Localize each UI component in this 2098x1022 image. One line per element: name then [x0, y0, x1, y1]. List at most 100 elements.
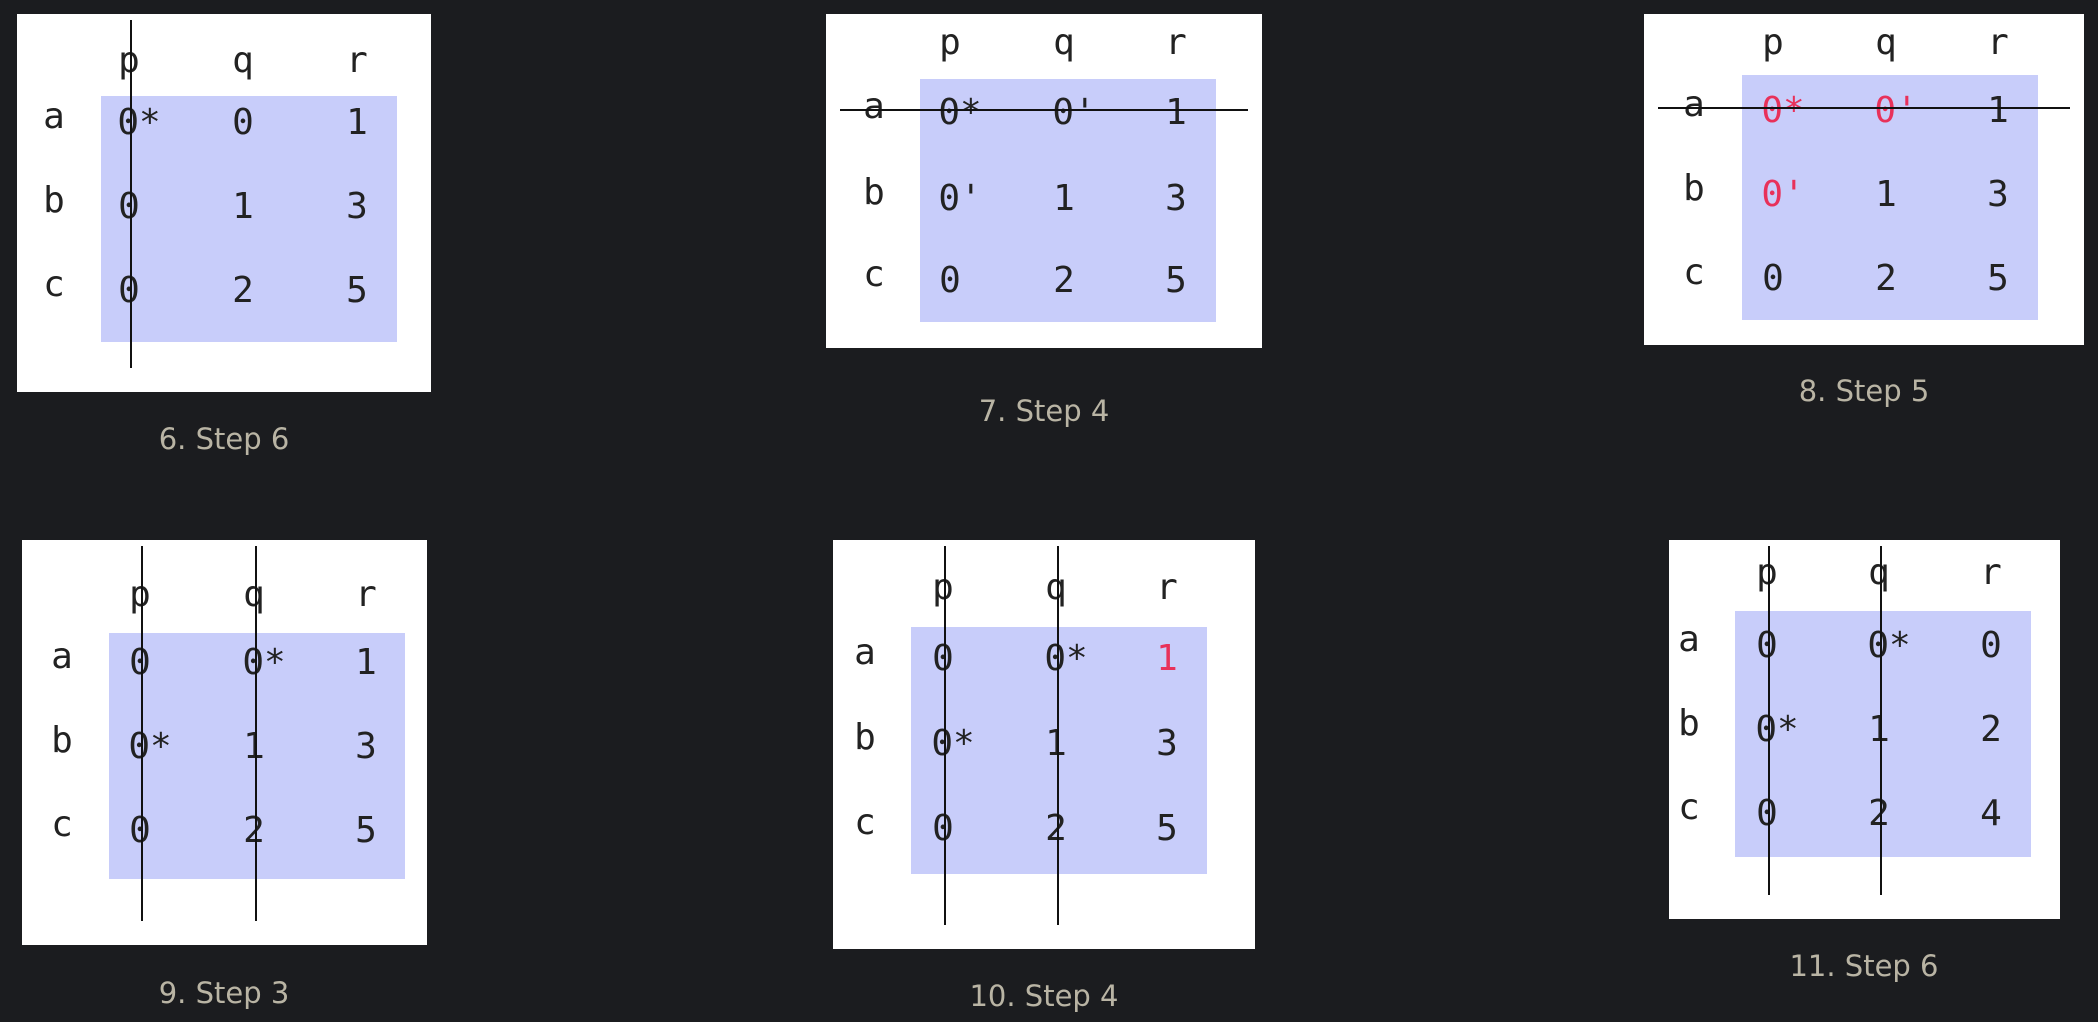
- row-header-b: b: [43, 180, 65, 221]
- row-header-a: a: [1683, 84, 1705, 125]
- matrix-background: [920, 79, 1216, 322]
- matrix-cell: 0: [939, 260, 961, 301]
- matrix-cell: 1: [346, 102, 368, 143]
- figure-caption: 8. Step 5: [1798, 374, 1930, 408]
- matrix-cell: 0*: [1761, 90, 1804, 131]
- row-header-b: b: [863, 172, 885, 213]
- column-header-r: r: [1980, 552, 2002, 593]
- column-header-p: p: [1762, 22, 1784, 63]
- column-header-q: q: [1868, 552, 1890, 593]
- column-header-r: r: [1156, 567, 1178, 608]
- matrix-cell: 2: [1045, 808, 1067, 849]
- matrix-cell: 2: [1053, 260, 1075, 301]
- figure-caption: 9. Step 3: [158, 976, 290, 1010]
- matrix-cell: 0': [1874, 90, 1917, 131]
- matrix-diagram: p q r a bc 0* 0' 1 0' 1 3 0 2 5: [840, 22, 1248, 322]
- matrix-cell: 4: [1980, 793, 2002, 834]
- matrix-cell: 1: [243, 726, 265, 767]
- matrix-cell: 0: [1762, 258, 1784, 299]
- matrix-cell: 0: [1980, 625, 2002, 666]
- matrix-cell: 0*: [931, 723, 974, 764]
- column-header-r: r: [1987, 22, 2009, 63]
- matrix-panel: p q r a b c 0 0* 0 0* 1 2 0 2 4: [1669, 540, 2060, 919]
- column-header-q: q: [232, 40, 254, 81]
- matrix-panel: p q r a b c 0* 0' 1 0' 1 3 0 2 5: [826, 14, 1262, 348]
- matrix-cell: 3: [1165, 178, 1187, 219]
- matrix-cell: 5: [1987, 258, 2009, 299]
- matrix-cell: 2: [1980, 709, 2002, 750]
- row-header-b: b: [854, 717, 876, 758]
- row-header-b: b: [51, 720, 73, 761]
- row-header-c: c: [854, 802, 876, 843]
- matrix-cell: 2: [243, 810, 265, 851]
- matrix-cell: 0*: [242, 642, 285, 683]
- matrix-cell: 0*: [1044, 638, 1087, 679]
- matrix-cell: 0*: [1867, 625, 1910, 666]
- matrix-cell: 0': [1761, 174, 1804, 215]
- matrix-diagram: p q r a b c 0 0* 1 0* 1 3 0 2 5: [854, 546, 1207, 925]
- column-header-p: p: [1756, 552, 1778, 593]
- matrix-cell: 3: [346, 186, 368, 227]
- matrix-cell: 1: [1053, 178, 1075, 219]
- matrix-cell: 0: [232, 102, 254, 143]
- row-header-c: c: [51, 804, 73, 845]
- row-header-a: a: [863, 86, 885, 127]
- matrix-cell: 3: [355, 726, 377, 767]
- matrix-cell: 0: [118, 270, 140, 311]
- row-header-a: a: [854, 632, 876, 673]
- matrix-cell: 0': [938, 178, 981, 219]
- matrix-cell: 0*: [128, 726, 171, 767]
- row-header-c: c: [43, 264, 65, 305]
- matrix-cell: 0*: [1755, 709, 1798, 750]
- figure-caption: 7. Step 4: [978, 394, 1110, 428]
- row-header-a: a: [43, 96, 65, 137]
- matrix-cell: 0*: [117, 102, 160, 143]
- matrix-cell: 2: [232, 270, 254, 311]
- column-header-p: p: [118, 40, 140, 81]
- matrix-background: [101, 96, 397, 342]
- matrix-cell: 0: [129, 642, 151, 683]
- column-header-p: p: [129, 574, 151, 615]
- matrix-cell: 1: [1045, 723, 1067, 764]
- matrix-cell: 5: [1156, 808, 1178, 849]
- matrix-cell: 0: [1756, 625, 1778, 666]
- matrix-panel: p q r a b c 0 0* 1 0* 1 3 0 2 5: [833, 540, 1255, 949]
- row-header-c: c: [863, 254, 885, 295]
- figure-caption: 11. Step 6: [1789, 949, 1939, 983]
- matrix-cell: 1: [1987, 90, 2009, 131]
- column-header-r: r: [355, 574, 377, 615]
- matrix-cell: 0: [129, 810, 151, 851]
- matrix-cell: 1: [1165, 92, 1187, 133]
- matrix-cell: 0: [932, 638, 954, 679]
- matrix-cell: 5: [1165, 260, 1187, 301]
- column-header-q: q: [1053, 22, 1075, 63]
- matrix-cell: 0: [118, 186, 140, 227]
- matrix-panel: p q r a b c 0 0* 1 0* 1 3 0 2 5: [22, 540, 427, 945]
- matrix-diagram: p q r a b c 0 0* 1 0* 1 3 0 2 5: [51, 546, 405, 921]
- matrix-background: [1742, 75, 2038, 320]
- matrix-cell: 5: [346, 270, 368, 311]
- matrix-cell: 2: [1868, 793, 1890, 834]
- matrix-cell: 1: [1156, 638, 1178, 679]
- matrix-cell: 2: [1875, 258, 1897, 299]
- matrix-panel: p q r a b c 0* 0 1 0 1 3 0 2 5: [17, 14, 431, 392]
- row-header-c: c: [1683, 252, 1705, 293]
- column-header-p: p: [932, 567, 954, 608]
- column-header-r: r: [1165, 22, 1187, 63]
- matrix-cell: 5: [355, 810, 377, 851]
- row-header-b: b: [1678, 703, 1700, 744]
- matrix-cell: 0': [1052, 92, 1095, 133]
- matrix-background: [1735, 611, 2031, 857]
- figure-caption: 6. Step 6: [158, 422, 290, 456]
- column-header-p: p: [939, 22, 961, 63]
- row-header-b: b: [1683, 168, 1705, 209]
- matrix-cell: 0*: [938, 92, 981, 133]
- row-header-a: a: [1678, 619, 1700, 660]
- matrix-diagram: p q r a b c 0* 0 1 0 1 3 0 2 5: [43, 20, 397, 368]
- matrix-cell: 0: [1756, 793, 1778, 834]
- matrix-cell: 3: [1987, 174, 2009, 215]
- matrix-cell: 0: [932, 808, 954, 849]
- matrix-panel: p q r a b c 0* 0' 1 0' 1 3 0 2 5: [1644, 14, 2084, 345]
- row-header-c: c: [1678, 787, 1700, 828]
